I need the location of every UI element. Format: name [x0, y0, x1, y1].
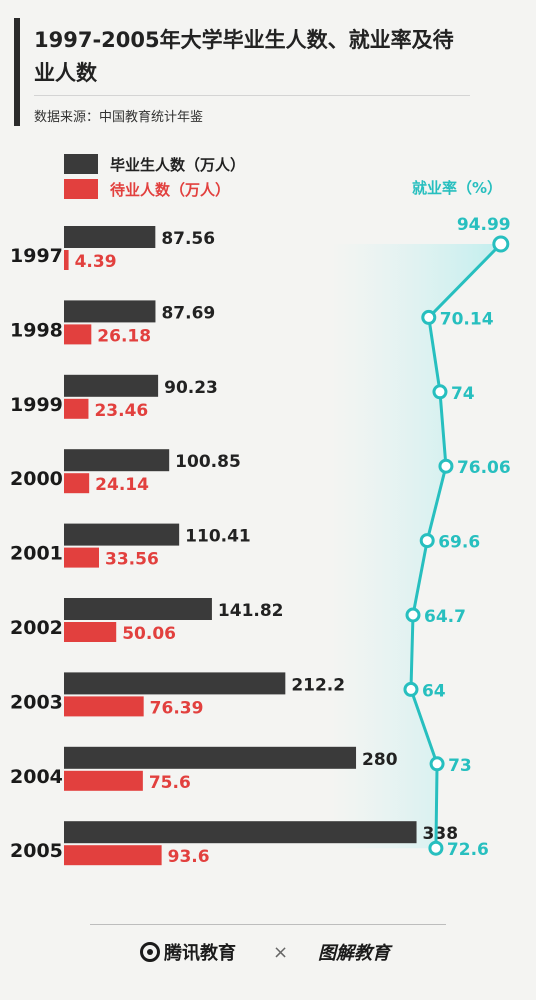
legend-label-rate: 就业率（%）: [412, 179, 502, 197]
rate-point: [428, 840, 444, 856]
bar-label-unemployed: 23.46: [94, 401, 148, 421]
rate-label: 64: [422, 681, 446, 701]
title-divider: [34, 95, 470, 96]
bar-label-unemployed: 75.6: [149, 773, 191, 793]
bar-label-unemployed: 26.18: [97, 326, 151, 346]
year-label: 2004: [10, 766, 63, 788]
data-source: 数据来源：中国教育统计年鉴: [34, 110, 204, 125]
tencent-logo-icon: [140, 942, 160, 962]
footer-separator: ×: [273, 941, 289, 963]
legend-label-graduates: 毕业生人数（万人）: [110, 156, 245, 174]
bar-unemployed: [64, 845, 162, 866]
rate-label: 74: [451, 384, 475, 404]
bar-label-unemployed: 33.56: [105, 550, 159, 570]
rate-area-fill: [330, 244, 501, 849]
rate-point: [421, 309, 437, 325]
bar-graduates: [64, 672, 286, 695]
bar-label-unemployed: 4.39: [75, 252, 117, 272]
legend-swatch-unemployed: [64, 179, 98, 199]
legend-swatch-graduates: [64, 154, 98, 174]
rate-label: 64.7: [424, 607, 466, 627]
bar-label-graduates: 110.41: [185, 527, 251, 547]
legend-label-unemployed: 待业人数（万人）: [110, 181, 230, 199]
bar-unemployed: [64, 324, 92, 345]
bar-label-graduates: 87.56: [161, 229, 215, 249]
bar-label-graduates: 212.2: [291, 675, 345, 695]
year-label: 1998: [10, 319, 63, 341]
footer-brand-tujie: 图解教育: [318, 943, 390, 964]
bar-label-unemployed: 24.14: [95, 475, 149, 495]
bar-label-unemployed: 93.6: [168, 847, 210, 867]
footer: 腾讯教育 × 图解教育: [0, 932, 536, 972]
rate-label: 73: [448, 756, 472, 776]
bar-label-graduates: 280: [362, 750, 398, 770]
bar-label-unemployed: 76.39: [150, 698, 204, 718]
rate-point: [419, 533, 435, 549]
rate-point: [405, 607, 421, 623]
legend: 毕业生人数（万人） 待业人数（万人） 就业率（%）: [64, 154, 502, 199]
rate-point: [438, 458, 454, 474]
footer-brand-tencent: 腾讯教育: [140, 932, 236, 972]
chart-title: 1997-2005年大学毕业生人数、就业率及待业人数: [34, 28, 454, 85]
rate-label: 94.99: [457, 215, 511, 235]
rate-label: 69.6: [438, 533, 480, 553]
bar-graduates: [64, 449, 170, 472]
year-label: 2005: [10, 840, 63, 862]
bar-graduates: [64, 300, 156, 323]
rate-point: [432, 384, 448, 400]
bar-unemployed: [64, 473, 90, 494]
bar-unemployed: [64, 398, 89, 419]
year-label: 2001: [10, 543, 63, 565]
rate-point: [403, 681, 419, 697]
bar-graduates: [64, 523, 180, 546]
bar-label-graduates: 338: [423, 824, 459, 844]
header-accent-bar: [14, 18, 20, 126]
footer-brand-left-text: 腾讯教育: [164, 943, 236, 964]
year-label: 2003: [10, 691, 63, 713]
bar-graduates: [64, 374, 159, 397]
bar-unemployed: [64, 696, 144, 717]
year-label: 2002: [10, 617, 63, 639]
rate-point: [492, 235, 510, 253]
year-label: 2000: [10, 468, 63, 490]
year-label: 1997: [10, 245, 63, 267]
rate-label: 72.6: [447, 840, 489, 860]
bar-unemployed: [64, 250, 69, 270]
bar-label-graduates: 141.82: [218, 601, 284, 621]
rate-area-layer: [330, 244, 501, 849]
rate-label: 70.14: [440, 309, 494, 329]
rate-line-layer: 94.99 70.14 74 76.06 69.6 64.7 64 73 72.6: [403, 215, 511, 860]
bar-graduates: [64, 746, 357, 769]
bar-label-graduates: 100.85: [175, 452, 241, 472]
bar-unemployed: [64, 547, 100, 568]
bar-label-unemployed: 50.06: [122, 624, 176, 644]
bar-graduates: [64, 821, 417, 844]
chart-canvas: 毕业生人数（万人）待业人数（万人） 就业率（%） 199787.564.39199…: [10, 154, 511, 867]
bars-layer: 1997 87.56 4.39 1998 87.69 26.18 1999 90.23 23.4…: [10, 226, 458, 867]
bar-unemployed: [64, 770, 143, 791]
rate-label: 76.06: [457, 458, 511, 478]
bar-graduates: [64, 598, 212, 620]
bar-graduates: [64, 226, 156, 248]
footer-divider: [90, 924, 446, 925]
bar-label-graduates: 87.69: [161, 303, 215, 323]
rate-point: [429, 756, 445, 772]
bar-unemployed: [64, 622, 117, 642]
bar-label-graduates: 90.23: [164, 378, 218, 398]
year-label: 1999: [10, 394, 63, 416]
